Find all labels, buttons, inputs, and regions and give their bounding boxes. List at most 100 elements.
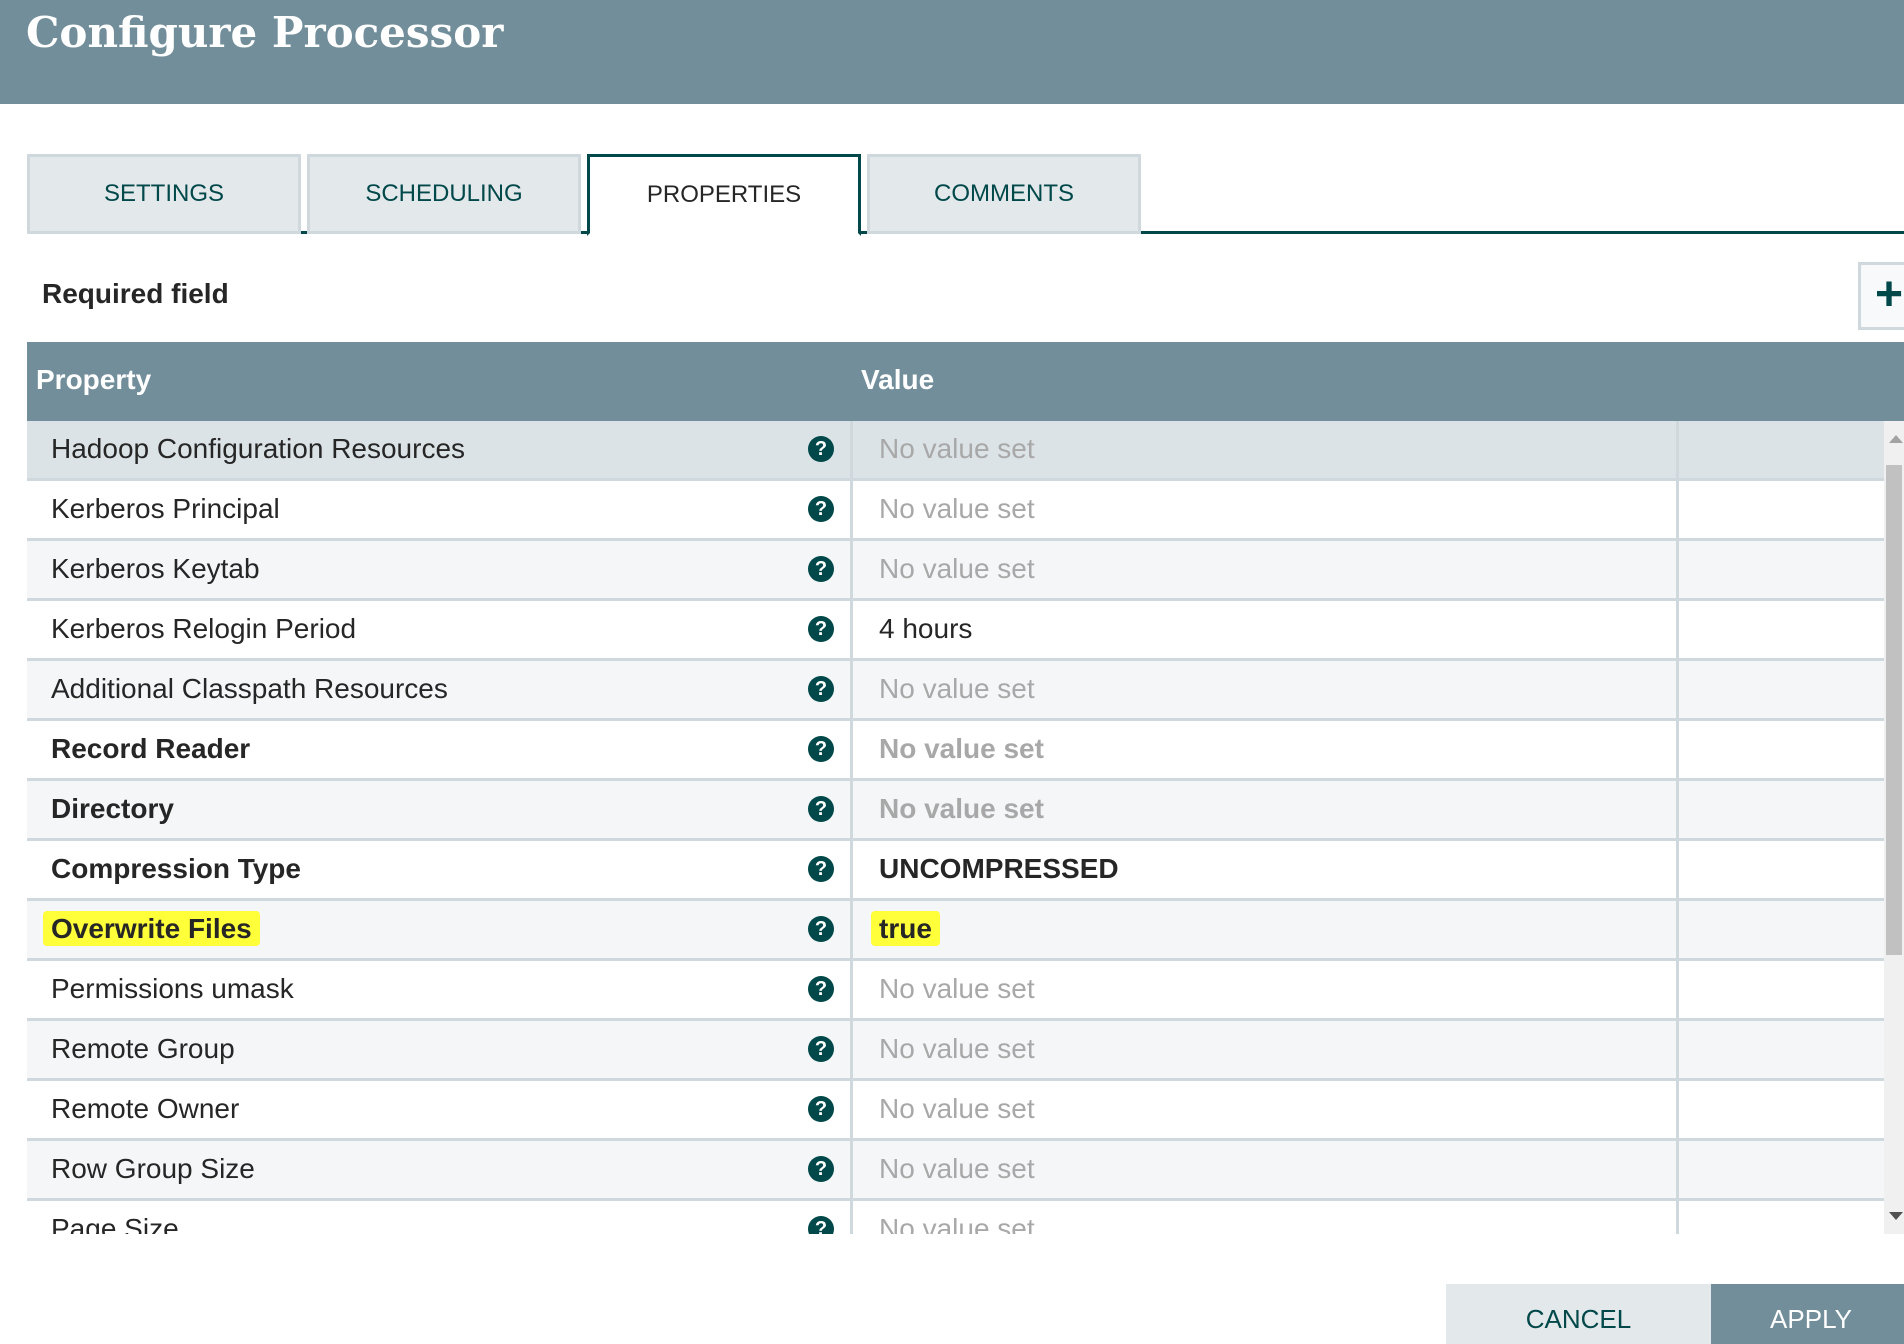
column-divider bbox=[850, 601, 853, 658]
tab-properties[interactable]: PROPERTIES bbox=[587, 154, 861, 236]
column-divider bbox=[850, 1201, 853, 1234]
property-name: Kerberos Keytab bbox=[51, 553, 260, 585]
column-divider bbox=[1676, 961, 1679, 1018]
help-icon[interactable]: ? bbox=[808, 496, 834, 522]
column-divider bbox=[1676, 721, 1679, 778]
help-icon[interactable]: ? bbox=[808, 436, 834, 462]
property-name: Record Reader bbox=[51, 733, 250, 765]
help-icon[interactable]: ? bbox=[808, 916, 834, 942]
property-value[interactable]: UNCOMPRESSED bbox=[879, 853, 1119, 885]
property-value-text: No value set bbox=[879, 733, 1044, 764]
table-row[interactable]: Additional Classpath Resources? No value … bbox=[27, 661, 1884, 721]
scroll-up-arrow-icon[interactable] bbox=[1889, 435, 1903, 443]
property-value[interactable]: true bbox=[871, 911, 940, 946]
property-value[interactable]: No value set bbox=[879, 493, 1035, 525]
help-icon[interactable]: ? bbox=[808, 1096, 834, 1122]
column-divider bbox=[850, 661, 853, 718]
scroll-down-arrow-icon[interactable] bbox=[1889, 1212, 1903, 1220]
property-name-text: Kerberos Principal bbox=[51, 493, 280, 524]
property-value[interactable]: No value set bbox=[879, 433, 1035, 465]
table-row[interactable]: Remote Owner? No value set bbox=[27, 1081, 1884, 1141]
tab-settings[interactable]: SETTINGS bbox=[27, 154, 301, 234]
help-icon[interactable]: ? bbox=[808, 616, 834, 642]
property-value-text: No value set bbox=[879, 1033, 1035, 1064]
column-divider bbox=[850, 1141, 853, 1198]
column-divider bbox=[1676, 841, 1679, 898]
column-divider bbox=[850, 421, 853, 478]
scrollbar[interactable] bbox=[1884, 421, 1904, 1234]
column-divider bbox=[850, 841, 853, 898]
property-value-text: No value set bbox=[879, 1213, 1035, 1234]
property-name-text: Kerberos Keytab bbox=[51, 553, 260, 584]
property-value[interactable]: No value set bbox=[879, 553, 1035, 585]
property-value[interactable]: No value set bbox=[879, 973, 1035, 1005]
column-header-property: Property bbox=[36, 364, 152, 395]
table-row[interactable]: Kerberos Relogin Period? 4 hours bbox=[27, 601, 1884, 661]
column-divider bbox=[1676, 421, 1679, 478]
property-name: Kerberos Principal bbox=[51, 493, 280, 525]
property-value[interactable]: No value set bbox=[879, 793, 1044, 825]
help-icon[interactable]: ? bbox=[808, 1216, 834, 1234]
column-divider bbox=[1676, 781, 1679, 838]
column-divider bbox=[850, 1081, 853, 1138]
add-property-button[interactable]: + bbox=[1858, 262, 1904, 330]
help-icon[interactable]: ? bbox=[808, 676, 834, 702]
property-name-text: Overwrite Files bbox=[43, 911, 260, 946]
column-divider bbox=[850, 541, 853, 598]
property-name-text: Remote Owner bbox=[51, 1093, 240, 1124]
property-value[interactable]: No value set bbox=[879, 1093, 1035, 1125]
column-divider bbox=[1676, 541, 1679, 598]
help-icon[interactable]: ? bbox=[808, 856, 834, 882]
property-name: Remote Owner bbox=[51, 1093, 239, 1125]
property-name-text: Additional Classpath Resources bbox=[51, 673, 448, 704]
property-value[interactable]: No value set bbox=[879, 1153, 1035, 1185]
property-value[interactable]: No value set bbox=[879, 1033, 1035, 1065]
column-divider bbox=[1676, 1141, 1679, 1198]
table-row[interactable]: Permissions umask? No value set bbox=[27, 961, 1884, 1021]
help-icon[interactable]: ? bbox=[808, 976, 834, 1002]
property-value-text: No value set bbox=[879, 553, 1035, 584]
help-icon[interactable]: ? bbox=[808, 1036, 834, 1062]
property-name: Hadoop Configuration Resources bbox=[51, 433, 465, 465]
column-divider bbox=[850, 961, 853, 1018]
property-name: Kerberos Relogin Period bbox=[51, 613, 356, 645]
help-icon[interactable]: ? bbox=[808, 736, 834, 762]
table-row[interactable]: Compression Type? UNCOMPRESSED bbox=[27, 841, 1884, 901]
tab-comments[interactable]: COMMENTS bbox=[867, 154, 1141, 234]
property-value[interactable]: No value set bbox=[879, 733, 1044, 765]
property-name: Remote Group bbox=[51, 1033, 235, 1065]
column-header-value: Value bbox=[861, 364, 935, 395]
column-divider bbox=[850, 1021, 853, 1078]
column-divider bbox=[850, 781, 853, 838]
table-row[interactable]: Page Size? No value set bbox=[27, 1201, 1884, 1234]
help-icon[interactable]: ? bbox=[808, 556, 834, 582]
property-name: Overwrite Files bbox=[43, 911, 260, 946]
table-row[interactable]: Hadoop Configuration Resources? No value … bbox=[27, 421, 1884, 481]
property-value[interactable]: 4 hours bbox=[879, 613, 972, 645]
dialog-title: Configure Processor bbox=[26, 8, 504, 57]
help-icon[interactable]: ? bbox=[808, 796, 834, 822]
tab-scheduling[interactable]: SCHEDULING bbox=[307, 154, 581, 234]
table-row[interactable]: Kerberos Principal? No value set bbox=[27, 481, 1884, 541]
table-row[interactable]: Row Group Size? No value set bbox=[27, 1141, 1884, 1201]
table-row[interactable]: Overwrite Files? true bbox=[27, 901, 1884, 961]
column-divider bbox=[1676, 1201, 1679, 1234]
property-name-text: Record Reader bbox=[51, 733, 251, 764]
table-row[interactable]: Kerberos Keytab? No value set bbox=[27, 541, 1884, 601]
cancel-button[interactable]: CANCEL bbox=[1446, 1284, 1711, 1344]
property-value[interactable]: No value set bbox=[879, 1213, 1035, 1234]
scrollbar-thumb[interactable] bbox=[1886, 465, 1902, 955]
column-divider bbox=[1676, 481, 1679, 538]
table-row[interactable]: Directory? No value set bbox=[27, 781, 1884, 841]
property-name-text: Compression Type bbox=[51, 853, 301, 884]
table-row[interactable]: Remote Group? No value set bbox=[27, 1021, 1884, 1081]
plus-icon: + bbox=[1875, 268, 1904, 321]
apply-button[interactable]: APPLY bbox=[1711, 1284, 1904, 1344]
property-value[interactable]: No value set bbox=[879, 673, 1035, 705]
column-divider bbox=[850, 481, 853, 538]
table-row[interactable]: Record Reader? No value set bbox=[27, 721, 1884, 781]
help-icon[interactable]: ? bbox=[808, 1156, 834, 1182]
column-divider bbox=[850, 721, 853, 778]
property-value-text: true bbox=[871, 911, 940, 946]
property-name: Compression Type bbox=[51, 853, 301, 885]
